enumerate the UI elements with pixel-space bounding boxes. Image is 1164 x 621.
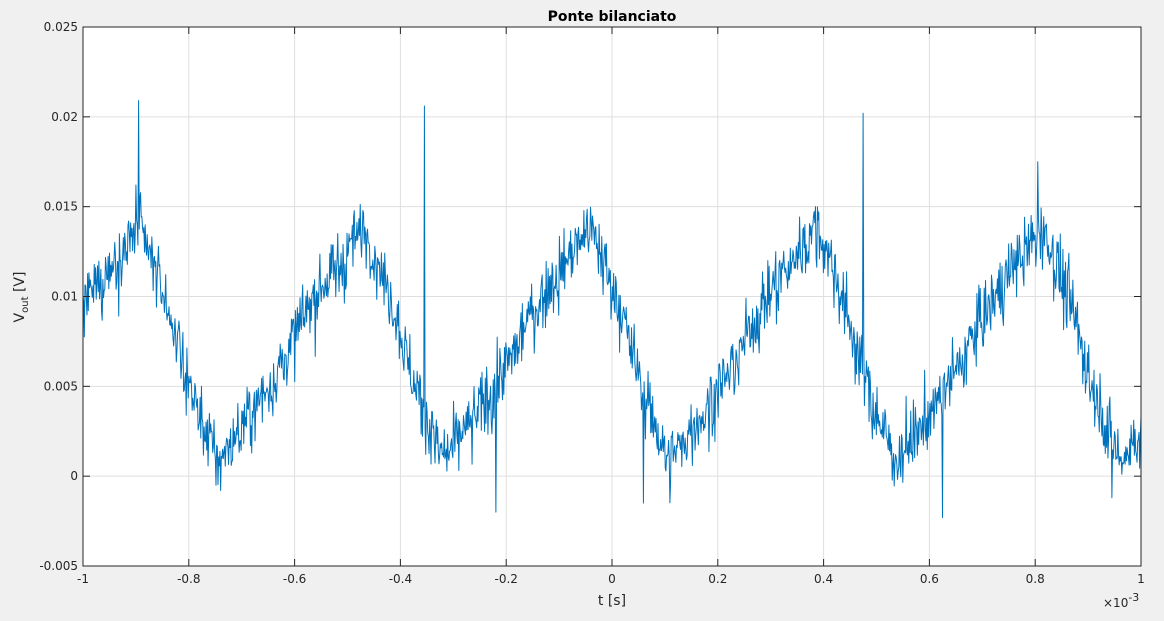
x-tick-labels: -1 -0.8 -0.6 -0.4 -0.2 0 0.2 0.4 0.6 0.8 1 — [77, 572, 1145, 586]
x-tick-label: -0.2 — [494, 572, 517, 586]
x-tick-label: -1 — [77, 572, 89, 586]
y-axis-label: Vout [V] — [12, 272, 31, 323]
x-tick-label: 0.8 — [1026, 572, 1045, 586]
tick-marks — [82, 26, 1142, 567]
y-tick-label: 0.02 — [51, 110, 78, 124]
x-axis-multiplier: ×10-3 — [1103, 591, 1139, 610]
y-tick-label: -0.005 — [39, 559, 78, 573]
x-tick-label: 0 — [608, 572, 616, 586]
x-tick-label: -0.6 — [283, 572, 306, 586]
x-tick-label: 0.6 — [920, 572, 939, 586]
data-series — [82, 100, 1142, 518]
y-tick-label: 0.01 — [51, 290, 78, 304]
x-axis-label: t [s] — [598, 593, 626, 609]
x-tick-label: 1 — [1137, 572, 1145, 586]
y-tick-label: 0.005 — [44, 379, 78, 393]
grid-lines — [83, 27, 1141, 566]
y-tick-labels: -0.005 0 0.005 0.01 0.015 0.02 0.025 — [39, 20, 78, 573]
y-axis-label-unit: [V] — [12, 272, 28, 297]
y-tick-label: 0 — [70, 469, 78, 483]
x-tick-label: 0.4 — [814, 572, 833, 586]
y-axis-label-base: V — [12, 312, 28, 322]
y-tick-label: 0.015 — [44, 200, 78, 214]
x-tick-label: 0.2 — [708, 572, 727, 586]
x-tick-label: -0.8 — [177, 572, 200, 586]
signal-line — [82, 100, 1142, 518]
x-tick-label: -0.4 — [389, 572, 412, 586]
chart-title: Ponte bilanciato — [548, 9, 677, 25]
x-multiplier-base: ×10 — [1103, 596, 1128, 610]
x-multiplier-exponent: -3 — [1128, 591, 1139, 604]
y-axis-label-sub: out — [20, 296, 31, 312]
y-tick-label: 0.025 — [44, 20, 78, 34]
